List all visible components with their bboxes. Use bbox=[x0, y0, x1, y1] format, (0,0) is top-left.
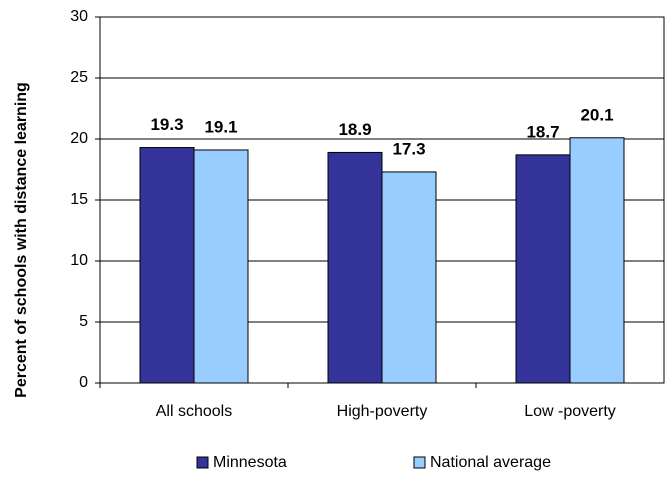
legend-swatch bbox=[413, 456, 426, 469]
bar bbox=[193, 149, 249, 384]
y-tick-label: 30 bbox=[70, 8, 88, 25]
x-tick-label: All schools bbox=[156, 403, 232, 420]
legend-label: Minnesota bbox=[213, 454, 287, 471]
bar bbox=[515, 154, 571, 384]
value-label: 18.7 bbox=[526, 122, 559, 141]
value-label: 20.1 bbox=[580, 105, 613, 124]
y-tick-label: 20 bbox=[70, 130, 88, 147]
y-tick-label: 25 bbox=[70, 69, 88, 86]
value-label: 18.9 bbox=[338, 120, 371, 139]
x-tick-label: High-poverty bbox=[337, 403, 428, 420]
bar bbox=[139, 147, 195, 384]
bar bbox=[381, 171, 437, 384]
legend-label: National average bbox=[430, 454, 551, 471]
bar bbox=[569, 137, 625, 384]
legend-swatch bbox=[196, 456, 209, 469]
value-label: 17.3 bbox=[392, 139, 425, 158]
y-tick-label: 5 bbox=[79, 313, 88, 330]
bar bbox=[327, 151, 383, 384]
y-axis-label: Percent of schools with distance learnin… bbox=[13, 82, 30, 398]
value-label: 19.1 bbox=[204, 117, 237, 136]
x-tick-label: Low -poverty bbox=[524, 403, 616, 420]
value-label: 19.3 bbox=[150, 115, 183, 134]
y-tick-label: 10 bbox=[70, 252, 88, 269]
y-tick-label: 15 bbox=[70, 191, 88, 208]
y-tick-label: 0 bbox=[79, 374, 88, 391]
